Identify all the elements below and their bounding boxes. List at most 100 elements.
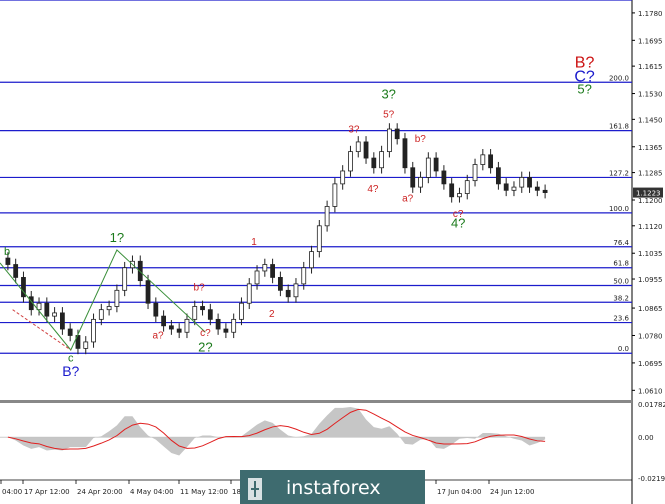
time-tick-label: 24 Jun 12:00: [490, 488, 534, 496]
price-tick-label: 1.0955: [638, 276, 663, 284]
candle-body: [301, 267, 307, 285]
candle-body: [355, 141, 361, 153]
zigzag-line: [0, 249, 206, 351]
time-tick-label: 17 Apr 12:00: [24, 488, 70, 496]
price-tick-label: 1.1530: [638, 91, 663, 99]
candle-body: [503, 183, 509, 191]
candle-body: [91, 318, 96, 343]
candle-body: [534, 186, 540, 191]
wave-label: B?: [62, 363, 79, 379]
wave-label: 3?: [381, 86, 395, 101]
price-tick-label: 1.0865: [638, 305, 663, 313]
wave-label: c?: [200, 328, 211, 339]
wave-label: a?: [402, 194, 414, 205]
wave-label: a?: [152, 331, 164, 342]
wave-label: 4?: [451, 215, 465, 230]
fib-level-label: 161.8: [609, 123, 629, 131]
fib-level-label: 200.0: [609, 74, 629, 82]
candle-body: [13, 264, 19, 278]
candle-body: [340, 170, 346, 185]
candle-body: [215, 318, 221, 330]
candle-body: [293, 283, 299, 298]
time-tick-label: 04:00: [2, 488, 22, 496]
watermark: instaforex: [240, 470, 425, 504]
time-tick-label: 4 May 04:00: [130, 488, 174, 496]
time-tick-label: 17 Jun 04:00: [437, 488, 481, 496]
candle-body: [425, 157, 431, 178]
wave-label: 5?: [383, 110, 395, 121]
candle-body: [441, 170, 447, 185]
wave-labels: B?C?5?3?5?3?b?4?a?c?4?1? 1b?2a? c?2?cB?b: [4, 55, 595, 379]
wave-label: 4?: [367, 184, 379, 195]
candle-body: [433, 157, 439, 172]
price-tick-label: 1.0695: [638, 360, 663, 368]
wave-label: b: [4, 246, 10, 258]
candle-body: [122, 267, 128, 291]
wave-label: 1?: [110, 230, 124, 245]
candle-body: [410, 167, 416, 188]
candle-body: [168, 325, 174, 330]
wave-label: 2: [269, 309, 275, 320]
candle-body: [231, 318, 237, 333]
price-axis: 1.1780 1.1695 1.1615 1.1530 1.1450 1.1365 1.12…: [0, 10, 663, 403]
current-price-label: 1.1223: [636, 190, 661, 198]
wave-label: c?: [453, 209, 464, 220]
candle-body: [324, 206, 330, 227]
candle-body: [488, 154, 494, 169]
candle-body: [192, 306, 198, 320]
candle-body: [184, 318, 190, 333]
candle-body: [83, 341, 89, 349]
current-price-box: [633, 187, 663, 198]
wave-label: C?: [574, 68, 595, 85]
panel-separator: [0, 400, 632, 403]
candle-body: [527, 177, 532, 188]
wave-label: b?: [194, 282, 206, 293]
price-tick-label: 1.1450: [638, 116, 663, 124]
candle-body: [371, 157, 377, 169]
candle-body: [480, 154, 486, 165]
oscillator-tick-label: -0.02198: [638, 475, 665, 483]
candle-body: [402, 138, 408, 169]
price-tick-label: 1.1035: [638, 250, 663, 258]
price-tick-label: 1.1120: [638, 223, 663, 231]
candle-body: [277, 277, 283, 291]
wave-label: 3?: [348, 124, 360, 135]
candle-body: [114, 289, 120, 307]
time-tick-label: 24 Apr 20:00: [77, 488, 123, 496]
price-tick-label: 1.1780: [638, 10, 663, 18]
oscillator-panel: 0.01782 0.00 -0.02198: [0, 401, 665, 483]
wave-zigzag: [0, 249, 206, 351]
candle-body: [137, 260, 143, 282]
candle-body: [418, 177, 423, 188]
candle-body: [36, 302, 42, 311]
candle-body: [464, 180, 470, 194]
candle-body: [207, 309, 213, 320]
price-tick-label: 1.1365: [638, 144, 663, 152]
candle-body: [449, 183, 455, 198]
candle-body: [270, 264, 276, 278]
candle-body: [348, 151, 353, 172]
candle-body: [254, 270, 260, 285]
price-tick-label: 1.1200: [638, 197, 663, 205]
candle-body: [511, 186, 517, 191]
candle-body: [262, 264, 268, 272]
price-tick-label: 1.1695: [638, 37, 663, 45]
oscillator-tick-label: 0.01782: [638, 401, 665, 409]
candle-body: [386, 128, 392, 153]
price-tick-label: 1.1285: [638, 170, 663, 178]
candle-body: [176, 328, 182, 333]
candle-body: [223, 328, 229, 333]
candle-body: [316, 225, 322, 253]
wave-label: B?: [575, 55, 595, 72]
fib-level-label: 127.2: [609, 169, 629, 177]
candle-body: [309, 251, 314, 269]
watermark-logo-mark: [251, 481, 259, 497]
wave-label: b?: [415, 134, 427, 145]
candle-body: [363, 141, 369, 159]
candle-body: [161, 315, 167, 327]
candle-body: [106, 306, 112, 311]
candle-body: [285, 289, 291, 298]
zigzag-dashed: [12, 309, 72, 351]
fib-level-label: 50.0: [613, 277, 629, 285]
